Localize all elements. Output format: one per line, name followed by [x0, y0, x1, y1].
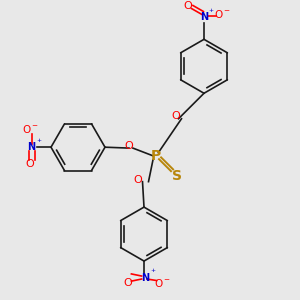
- Text: N: N: [200, 13, 208, 22]
- Text: N: N: [27, 142, 36, 152]
- Text: $^+$: $^+$: [207, 8, 214, 17]
- Text: O$^-$: O$^-$: [22, 123, 38, 135]
- Text: P: P: [151, 149, 161, 163]
- Text: O: O: [134, 175, 142, 185]
- Text: N: N: [141, 272, 150, 283]
- Text: $^+$: $^+$: [34, 137, 42, 146]
- Text: O: O: [183, 2, 192, 11]
- Text: O$^-$: O$^-$: [214, 8, 230, 20]
- Text: O: O: [123, 278, 132, 288]
- Text: O: O: [26, 159, 34, 169]
- Text: O: O: [124, 141, 134, 151]
- Text: O: O: [171, 111, 180, 121]
- Text: O$^-$: O$^-$: [154, 277, 170, 289]
- Text: S: S: [172, 169, 182, 183]
- Text: $^+$: $^+$: [148, 268, 156, 277]
